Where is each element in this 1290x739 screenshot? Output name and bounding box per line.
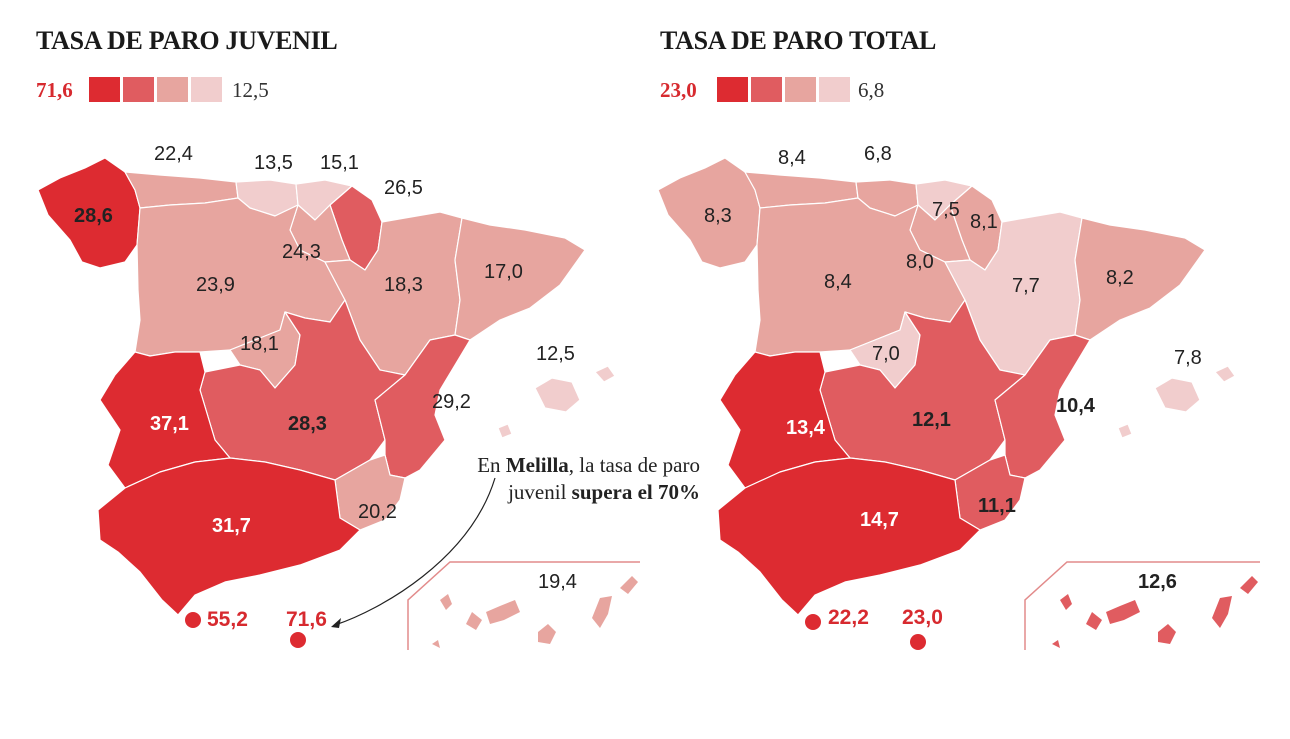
canarias-inset	[1024, 561, 1260, 650]
label-madrid: 18,1	[240, 333, 279, 355]
note-part2: , la tasa de paro juvenil	[508, 453, 700, 504]
total-legend-swatch-3	[785, 77, 816, 102]
total-legend-swatch-2	[751, 77, 782, 102]
youth-legend-min: 12,5	[232, 78, 269, 102]
label-andalucia: 31,7	[212, 515, 251, 537]
label-castilla-la-mancha: 12,1	[912, 409, 951, 431]
youth-legend-max: 71,6	[36, 78, 73, 102]
label-aragon: 18,3	[384, 274, 423, 296]
label-valencia: 10,4	[1056, 395, 1096, 417]
label-la-rioja: 24,3	[282, 241, 321, 263]
youth-legend-swatch-4	[191, 77, 222, 102]
canarias-inset	[407, 561, 640, 650]
label-galicia: 28,6	[74, 205, 113, 227]
melilla-note: En Melilla, la tasa de paro juvenil supe…	[470, 452, 700, 506]
label-melilla: 71,6	[286, 608, 327, 631]
region-baleares	[497, 365, 616, 439]
label-navarra: 8,1	[970, 211, 998, 233]
label-andalucia: 14,7	[860, 509, 899, 531]
label-cataluna: 17,0	[484, 261, 523, 283]
melilla-arrow-head	[331, 618, 341, 628]
label-cantabria: 6,8	[864, 143, 892, 165]
melilla-arrow	[334, 477, 496, 626]
label-navarra: 26,5	[384, 177, 423, 199]
youth-legend-swatch-1	[89, 77, 120, 102]
note-part1: En	[477, 453, 506, 477]
melilla-dot	[910, 634, 926, 650]
ceuta-dot	[805, 614, 821, 630]
label-extremadura: 13,4	[786, 417, 826, 439]
total-unemployment-panel: TASA DE PARO TOTAL 23,0 6,8	[620, 0, 1265, 739]
youth-legend-swatch-2	[123, 77, 154, 102]
label-murcia: 11,1	[978, 495, 1016, 517]
label-madrid: 7,0	[872, 343, 900, 365]
region-baleares	[1117, 365, 1236, 439]
label-ceuta: 22,2	[828, 606, 869, 629]
label-canarias: 19,4	[538, 571, 577, 593]
label-pais-vasco: 7,5	[932, 199, 960, 221]
label-cantabria: 13,5	[254, 152, 293, 174]
label-baleares: 7,8	[1174, 347, 1202, 369]
total-legend-swatch-1	[717, 77, 748, 102]
ceuta-dot	[185, 612, 201, 628]
region-andalucia	[97, 457, 361, 616]
label-castilla-la-mancha: 28,3	[288, 413, 327, 435]
label-castilla-leon: 8,4	[824, 271, 852, 293]
melilla-dot	[290, 632, 306, 648]
total-legend-swatch-4	[819, 77, 850, 102]
note-bold1: Melilla	[505, 453, 569, 477]
label-pais-vasco: 15,1	[320, 152, 359, 174]
total-spain-map: 8,3 8,4 6,8 7,5 8,1 8,0 8,4 7,7 8,2 7,0 …	[657, 143, 1260, 650]
label-extremadura: 37,1	[150, 413, 189, 435]
label-ceuta: 55,2	[207, 608, 248, 631]
label-melilla: 23,0	[902, 606, 943, 629]
region-andalucia	[717, 457, 981, 616]
label-cataluna: 8,2	[1106, 267, 1134, 289]
label-castilla-leon: 23,9	[196, 274, 235, 296]
label-aragon: 7,7	[1012, 275, 1040, 297]
youth-spain-map: 28,6 22,4 13,5 15,1 26,5 24,3 23,9 18,3 …	[37, 143, 640, 650]
label-galicia: 8,3	[704, 205, 732, 227]
label-valencia: 29,2	[432, 391, 471, 413]
label-asturias: 8,4	[778, 147, 806, 169]
region-cataluna	[1074, 217, 1206, 341]
label-murcia: 20,2	[358, 501, 397, 523]
label-baleares: 12,5	[536, 343, 575, 365]
total-legend-min: 6,8	[858, 78, 885, 102]
youth-unemployment-panel: TASA DE PARO JUVENIL 71,6 12,5	[36, 26, 700, 650]
label-canarias: 12,6	[1138, 571, 1177, 593]
total-legend-max: 23,0	[660, 78, 697, 102]
youth-legend-swatch-3	[157, 77, 188, 102]
region-valencia	[374, 334, 471, 479]
label-la-rioja: 8,0	[906, 251, 934, 273]
region-cataluna	[454, 217, 586, 341]
label-asturias: 22,4	[154, 143, 193, 165]
total-map-title: TASA DE PARO TOTAL	[660, 26, 937, 55]
region-valencia	[994, 334, 1091, 479]
note-bold2: supera el 70%	[571, 480, 700, 504]
youth-map-title: TASA DE PARO JUVENIL	[36, 26, 338, 55]
